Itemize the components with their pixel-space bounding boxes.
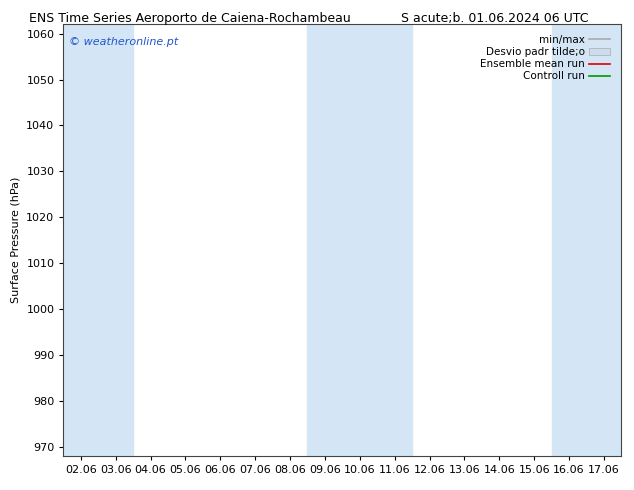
Text: © weatheronline.pt: © weatheronline.pt xyxy=(69,37,178,48)
Y-axis label: Surface Pressure (hPa): Surface Pressure (hPa) xyxy=(11,177,21,303)
Text: ENS Time Series Aeroporto de Caiena-Rochambeau: ENS Time Series Aeroporto de Caiena-Roch… xyxy=(29,12,351,25)
Bar xyxy=(377,24,412,456)
Bar xyxy=(552,24,586,456)
Text: S acute;b. 01.06.2024 06 UTC: S acute;b. 01.06.2024 06 UTC xyxy=(401,12,588,25)
Bar xyxy=(342,24,377,456)
Bar xyxy=(63,24,98,456)
Legend: min/max, Desvio padr tilde;o, Ensemble mean run, Controll run: min/max, Desvio padr tilde;o, Ensemble m… xyxy=(477,32,613,84)
Bar xyxy=(98,24,133,456)
Bar xyxy=(586,24,621,456)
Bar xyxy=(307,24,342,456)
